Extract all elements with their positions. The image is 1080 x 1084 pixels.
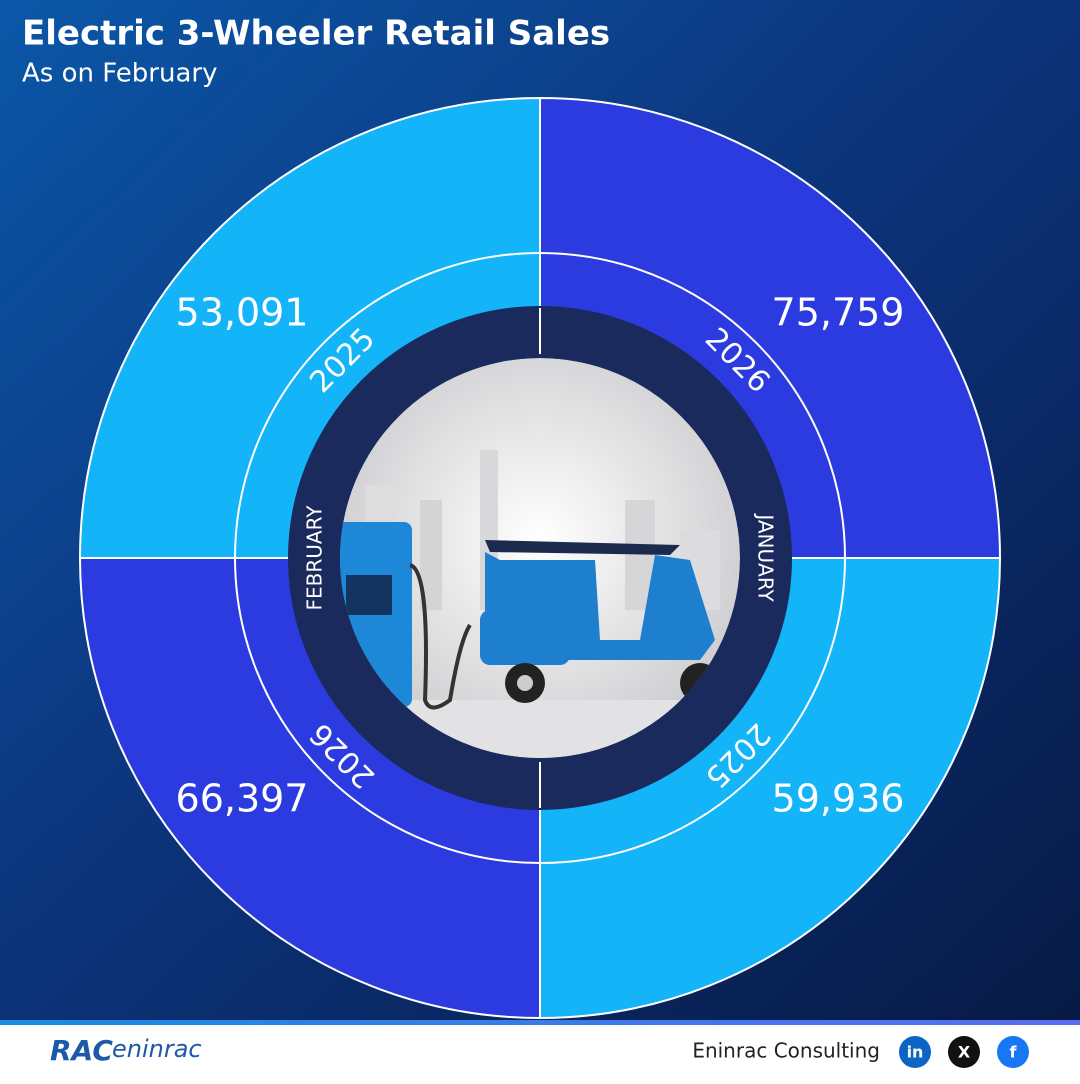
company: Eninrac Consulting — [692, 1039, 880, 1063]
logo-text: eninrac — [112, 1035, 202, 1063]
logo: RAC — [50, 1034, 113, 1067]
social-icon[interactable] — [997, 1036, 1029, 1068]
value-label: 66,397 — [176, 777, 309, 821]
value-label: 53,091 — [176, 291, 309, 335]
social-icon[interactable] — [948, 1036, 980, 1068]
social-icon-label[interactable]: f — [1010, 1043, 1018, 1062]
value-label: 59,936 — [772, 777, 905, 821]
title: Electric 3-Wheeler Retail Sales — [22, 14, 610, 54]
month-label: JANUARY — [754, 512, 778, 602]
social-icon-label[interactable]: in — [907, 1043, 924, 1062]
social-icon[interactable] — [899, 1036, 931, 1068]
value-label: 75,759 — [772, 291, 905, 335]
footer-bar — [0, 1020, 1080, 1025]
social-icon-label[interactable]: X — [958, 1043, 971, 1062]
subtitle: As on February — [22, 59, 217, 89]
month-label: FEBRUARY — [303, 505, 327, 611]
